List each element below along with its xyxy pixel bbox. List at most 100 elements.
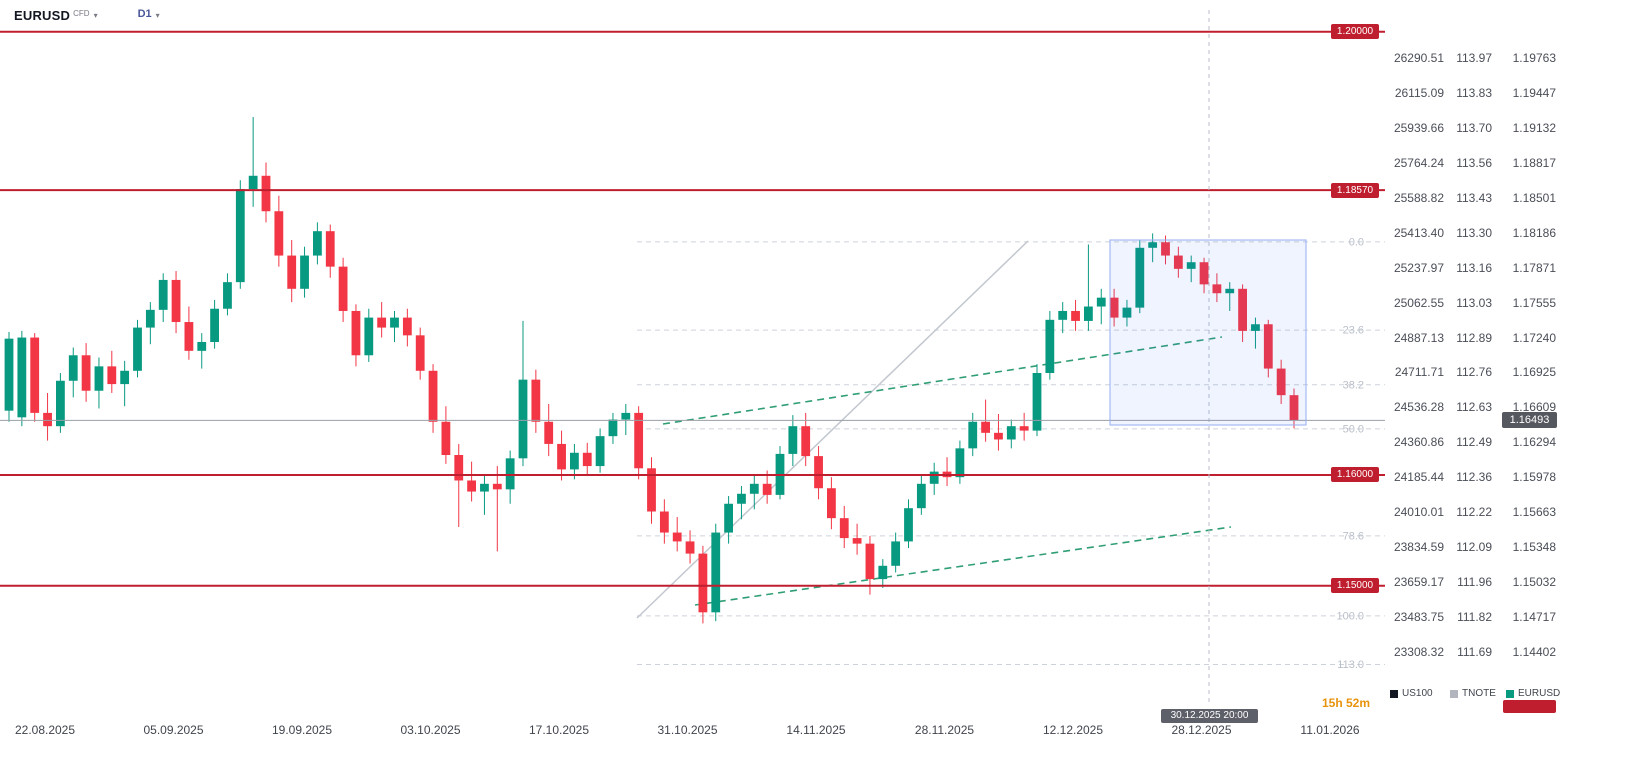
scale-value-eurusd: 1.17240 <box>1512 330 1556 345</box>
scale-value-tnote: 113.03 <box>1456 295 1492 310</box>
legend-swatch-icon <box>1450 689 1458 698</box>
time-axis-label: 11.01.2026 <box>1300 723 1360 737</box>
scale-value-us100: 24536.28 <box>1393 400 1444 415</box>
upper-channel-trendline[interactable] <box>662 336 1223 425</box>
current-price-badge: 1.16493 <box>1502 412 1557 428</box>
scale-value-eurusd: 1.19447 <box>1512 85 1556 100</box>
scale-value-tnote: 111.82 <box>1457 610 1492 625</box>
scale-value-us100: 23659.17 <box>1393 575 1444 590</box>
fib-level-label: 0.0 <box>1349 236 1364 248</box>
scale-value-tnote: 112.76 <box>1456 365 1492 380</box>
time-axis-label: 12.12.2025 <box>1042 723 1104 737</box>
fib-level-label: 78.6 <box>1343 530 1364 542</box>
scale-value-us100: 25413.40 <box>1393 225 1444 240</box>
scale-value-us100: 25062.55 <box>1393 295 1444 310</box>
scale-value-eurusd: 1.18817 <box>1512 155 1556 170</box>
scale-value-us100: 23834.59 <box>1393 540 1444 555</box>
fib-level-label: 23.6 <box>1343 325 1364 337</box>
fib-level-label: 100.0 <box>1336 610 1364 622</box>
legend-item-us100[interactable]: US100 <box>1390 688 1433 699</box>
scale-value-us100: 25939.66 <box>1393 120 1444 135</box>
crosshair-date-badge: 30.12.2025 20:00 <box>1161 709 1258 723</box>
scale-value-tnote: 113.83 <box>1456 85 1492 100</box>
scale-value-us100: 25588.82 <box>1393 190 1444 205</box>
legend-swatch-icon <box>1506 689 1514 698</box>
scale-value-us100: 24360.86 <box>1393 435 1444 450</box>
symbol-name[interactable]: EURUSD <box>14 8 71 23</box>
scale-value-tnote: 111.69 <box>1457 644 1492 659</box>
scale-value-tnote: 112.22 <box>1456 505 1492 520</box>
timeframe-caret-icon[interactable]: ▾ <box>155 11 160 20</box>
scale-value-tnote: 113.16 <box>1456 260 1492 275</box>
legend-swatch-icon <box>1390 689 1398 698</box>
symbol-caret-icon[interactable]: ▾ <box>93 11 98 20</box>
legend-item-eurusd[interactable]: EURUSD <box>1506 688 1560 699</box>
scale-value-eurusd: 1.19132 <box>1512 120 1556 135</box>
selection-box[interactable] <box>1109 239 1307 426</box>
scale-value-eurusd: 1.19763 <box>1512 51 1556 65</box>
scale-value-eurusd: 1.18186 <box>1512 225 1556 240</box>
time-axis-label: 28.11.2025 <box>914 723 975 737</box>
scale-value-eurusd: 1.14717 <box>1512 610 1556 625</box>
time-axis-label: 31.10.2025 <box>657 723 718 737</box>
scale-value-eurusd: 1.15348 <box>1512 540 1556 555</box>
time-axis-label: 17.10.2025 <box>528 723 590 737</box>
scale-value-eurusd: 1.17555 <box>1512 295 1556 310</box>
legend-label: EURUSD <box>1518 688 1561 699</box>
chart-header: EURUSD CFD ▾ D1 ▾ <box>14 8 160 23</box>
scale-value-tnote: 113.30 <box>1456 225 1492 240</box>
lower-channel-trendline[interactable] <box>694 526 1232 606</box>
legend-label: US100 <box>1402 688 1433 699</box>
scale-value-tnote: 113.43 <box>1456 190 1492 205</box>
scale-value-eurusd: 1.14402 <box>1512 644 1556 659</box>
scale-value-us100: 25237.97 <box>1393 260 1444 275</box>
scale-value-us100: 26290.51 <box>1393 51 1444 65</box>
time-axis-label: 22.08.2025 <box>14 723 76 737</box>
fib-level-label: 38.2 <box>1343 379 1364 391</box>
fib-level-label: 113.0 <box>1337 659 1364 671</box>
price-line-badge[interactable]: 1.16000 <box>1331 467 1379 483</box>
scale-value-tnote: 112.49 <box>1456 435 1492 450</box>
scale-value-tnote: 112.63 <box>1456 400 1492 415</box>
session-price-badge <box>1503 700 1556 713</box>
scale-value-tnote: 113.97 <box>1456 51 1492 65</box>
scale-value-eurusd: 1.15032 <box>1512 575 1556 590</box>
scale-value-eurusd: 1.16925 <box>1512 365 1556 380</box>
horizontal-price-lines[interactable] <box>0 30 1385 587</box>
fib-level-label: 50.0 <box>1343 423 1364 435</box>
scale-value-eurusd: 1.15663 <box>1512 505 1556 520</box>
scale-value-us100: 24010.01 <box>1393 505 1444 520</box>
scale-value-us100: 25764.24 <box>1393 155 1444 170</box>
price-line-badge[interactable]: 1.18570 <box>1331 182 1379 198</box>
candles <box>4 117 1299 624</box>
legend-label: TNOTE <box>1462 688 1496 699</box>
scale-value-tnote: 113.70 <box>1456 120 1492 135</box>
scale-value-us100: 26115.09 <box>1394 85 1444 100</box>
time-axis-label: 05.09.2025 <box>143 723 204 737</box>
scale-value-eurusd: 1.16609 <box>1512 400 1556 415</box>
timeframe-select[interactable]: D1 <box>137 8 152 20</box>
scale-value-tnote: 112.89 <box>1456 330 1492 345</box>
scale-value-tnote: 112.36 <box>1456 470 1492 485</box>
instrument-type-label: CFD <box>73 9 90 18</box>
scale-value-tnote: 112.09 <box>1456 540 1492 555</box>
candle-close-countdown: 15h 52m <box>1322 696 1371 710</box>
fib-retracement[interactable]: 0.0 23.6 38.2 50.0 78.6 100.0 113.0 <box>637 236 1385 671</box>
price-line-badge[interactable]: 1.20000 <box>1331 24 1379 40</box>
scale-value-us100: 24185.44 <box>1393 470 1444 485</box>
time-axis-label: 03.10.2025 <box>400 723 461 737</box>
scale-value-us100: 23483.75 <box>1393 610 1444 625</box>
time-axis-label: 19.09.2025 <box>271 723 333 737</box>
scale-value-us100: 24711.71 <box>1394 365 1444 380</box>
time-axis-label: 14.11.2025 <box>786 723 846 737</box>
scale-value-us100: 23308.32 <box>1393 644 1444 659</box>
time-axis-label: 28.12.2025 <box>1171 723 1232 737</box>
scale-value-tnote: 111.96 <box>1457 575 1492 590</box>
price-line-badge[interactable]: 1.15000 <box>1331 578 1379 594</box>
scale-value-tnote: 113.56 <box>1456 155 1492 170</box>
legend-item-tnote[interactable]: TNOTE <box>1450 688 1496 699</box>
scale-value-eurusd: 1.15978 <box>1512 470 1556 485</box>
scale-value-eurusd: 1.17871 <box>1512 260 1556 275</box>
scale-value-eurusd: 1.16294 <box>1512 435 1556 450</box>
